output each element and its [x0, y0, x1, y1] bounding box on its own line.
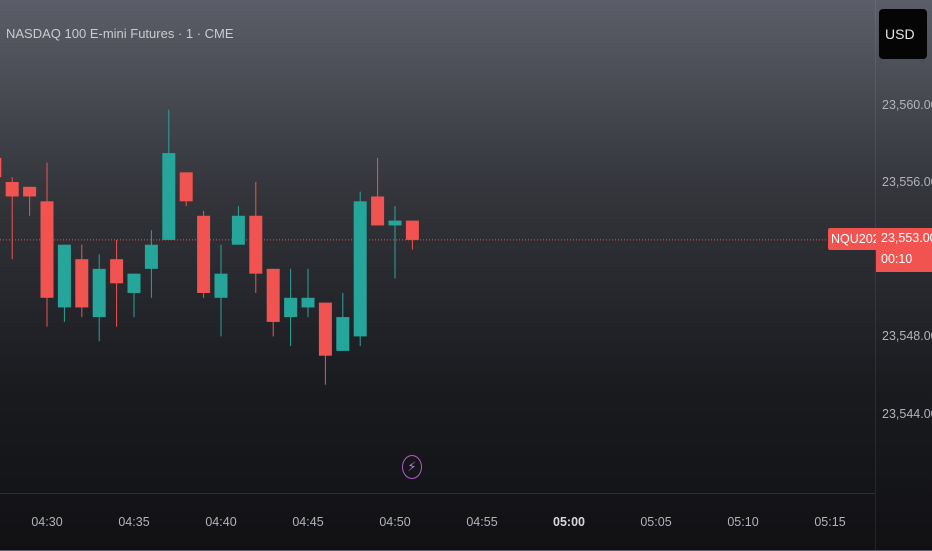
- candle-body: [284, 297, 298, 318]
- candle-body: [388, 220, 402, 226]
- symbol-price-label: NQU2025: [828, 228, 890, 250]
- candle-body: [231, 215, 245, 245]
- candle-body: [197, 215, 211, 293]
- time-tick-label: 04:30: [31, 515, 63, 529]
- candle-body: [5, 182, 19, 197]
- candle-body: [110, 259, 124, 284]
- time-tick-label: 04:35: [118, 515, 150, 529]
- candle-body: [127, 273, 141, 293]
- candle-body: [266, 268, 280, 322]
- time-axis[interactable]: 04:30 04:35 04:40 04:45 04:50 04:55 05:00 05:05…: [0, 493, 875, 551]
- time-tick-label: 05:10: [727, 515, 759, 529]
- candle-body: [92, 268, 106, 318]
- time-tick-label: 04:40: [205, 515, 237, 529]
- candle-body: [162, 153, 176, 240]
- candlestick-plot[interactable]: [0, 0, 875, 493]
- candle-body: [249, 215, 263, 274]
- candle-body: [214, 273, 228, 298]
- candle-body: [318, 302, 332, 356]
- time-tick-label: 05:05: [640, 515, 672, 529]
- current-price-value: 23,553.00: [881, 231, 932, 245]
- price-axis[interactable]: 23,560.00 23,556.00 23,548.00 23,544.00: [875, 0, 932, 550]
- price-tick-label: 23,544.00: [882, 406, 932, 421]
- price-tick-label: 23,556.00: [882, 175, 932, 189]
- time-tick-label: 05:15: [814, 515, 846, 529]
- candle-body: [336, 317, 350, 351]
- price-tick-label: 23,560.00: [882, 97, 932, 112]
- candle-body: [405, 220, 419, 240]
- time-tick-label: 04:45: [292, 515, 324, 529]
- candle-body: [179, 172, 193, 202]
- currency-button[interactable]: USD: [879, 9, 927, 59]
- candle-body: [144, 244, 158, 269]
- time-tick-label: 04:55: [466, 515, 498, 529]
- candle-body: [301, 297, 315, 308]
- lightning-icon[interactable]: ⚡︎: [402, 455, 422, 479]
- candle-body: [23, 186, 37, 197]
- candle-body: [353, 201, 367, 337]
- chart-title[interactable]: NASDAQ 100 E-mini Futures · 1 · CME: [6, 26, 234, 41]
- price-tick-label: 23,548.00: [882, 329, 932, 344]
- candle-body: [75, 259, 89, 308]
- current-price-label: 23,553.00 00:10: [876, 228, 932, 272]
- candle-body: [0, 157, 2, 178]
- candle-body: [40, 201, 54, 298]
- time-tick-label: 05:00: [553, 515, 585, 529]
- candle-body: [57, 244, 71, 308]
- bar-countdown: 00:10: [881, 252, 913, 266]
- candle-body: [371, 196, 385, 226]
- time-tick-label: 04:50: [379, 515, 411, 529]
